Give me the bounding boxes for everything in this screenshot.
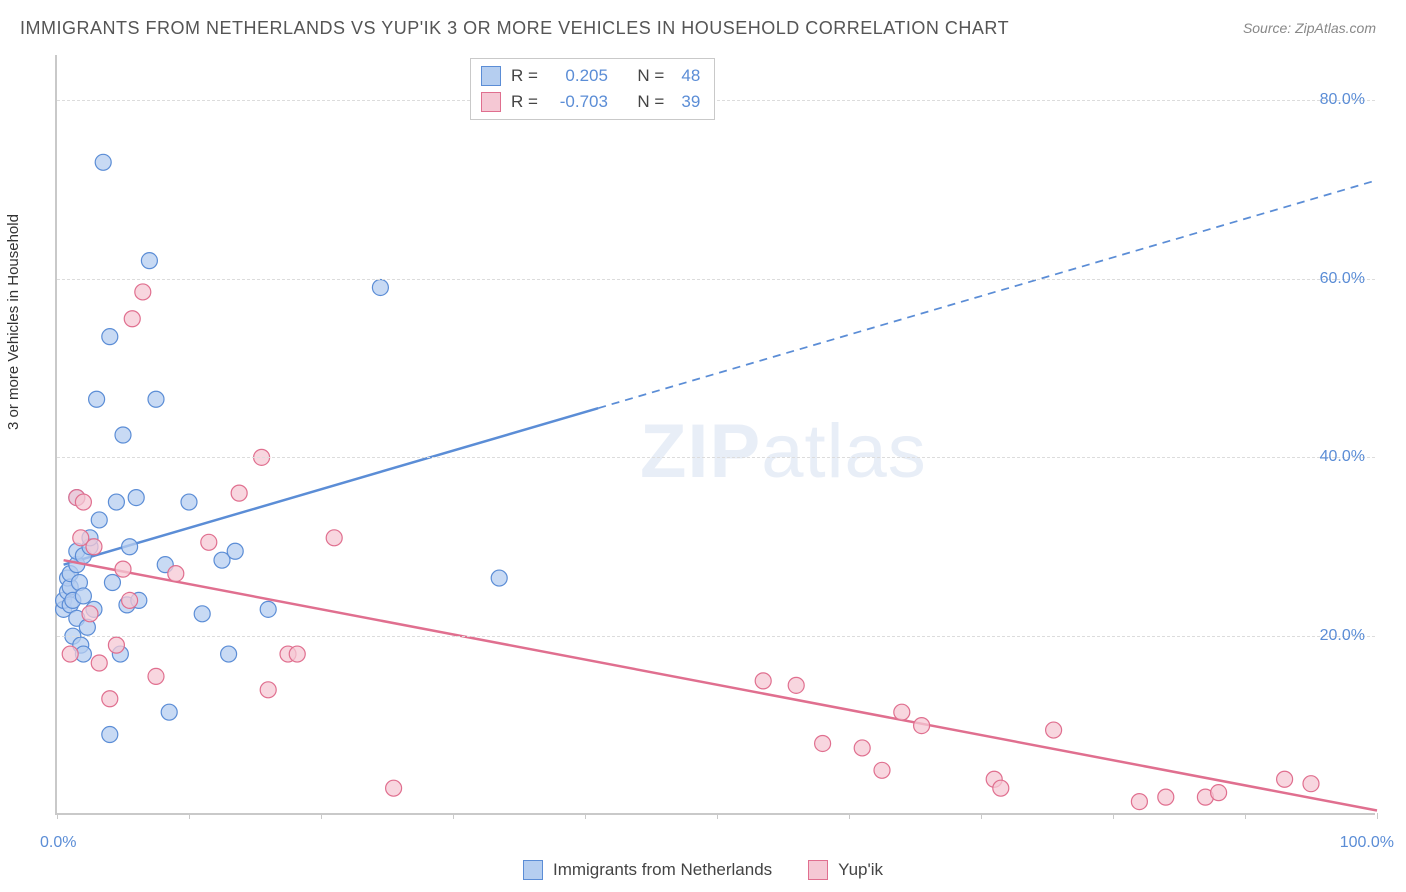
x-tick-mark — [717, 813, 718, 819]
legend-correlation-row: R = -0.703 N = 39 — [481, 89, 700, 115]
legend-series-label: Yup'ik — [838, 860, 883, 880]
gridline — [57, 100, 1375, 101]
n-label: N = — [637, 63, 664, 89]
x-tick-mark — [321, 813, 322, 819]
r-label: R = — [511, 63, 538, 89]
chart-svg — [57, 55, 1375, 813]
legend-swatch — [523, 860, 543, 880]
legend-series-label: Immigrants from Netherlands — [553, 860, 772, 880]
x-tick-mark — [453, 813, 454, 819]
legend-swatch — [808, 860, 828, 880]
n-label: N = — [637, 89, 664, 115]
x-tick-mark — [1377, 813, 1378, 819]
legend-series-item: Immigrants from Netherlands — [523, 860, 772, 880]
correlation-legend: R = 0.205 N = 48 R = -0.703 N = 39 — [470, 58, 715, 120]
n-value: 48 — [674, 63, 700, 89]
legend-series-item: Yup'ik — [808, 860, 883, 880]
r-value: -0.703 — [548, 89, 608, 115]
y-tick-label: 60.0% — [1320, 270, 1365, 288]
n-value: 39 — [674, 89, 700, 115]
chart-title: IMMIGRANTS FROM NETHERLANDS VS YUP'IK 3 … — [20, 18, 1009, 39]
x-tick-mark — [981, 813, 982, 819]
x-tick-mark — [585, 813, 586, 819]
legend-swatch — [481, 66, 501, 86]
x-tick-mark — [1113, 813, 1114, 819]
legend-correlation-row: R = 0.205 N = 48 — [481, 63, 700, 89]
y-tick-label: 80.0% — [1320, 91, 1365, 109]
legend-swatch — [481, 92, 501, 112]
y-axis-label: 3 or more Vehicles in Household — [5, 214, 22, 430]
y-tick-label: 20.0% — [1320, 627, 1365, 645]
x-tick-mark — [1245, 813, 1246, 819]
x-tick-mark — [849, 813, 850, 819]
series-legend: Immigrants from Netherlands Yup'ik — [0, 860, 1406, 880]
chart-plot-area: 20.0% 40.0% 60.0% 80.0% — [55, 55, 1375, 815]
gridline — [57, 636, 1375, 637]
r-label: R = — [511, 89, 538, 115]
x-tick-min: 0.0% — [40, 834, 76, 852]
x-tick-max: 100.0% — [1340, 834, 1394, 852]
x-tick-mark — [189, 813, 190, 819]
source-attribution: Source: ZipAtlas.com — [1243, 20, 1376, 36]
gridline — [57, 279, 1375, 280]
y-tick-label: 40.0% — [1320, 448, 1365, 466]
x-tick-mark — [57, 813, 58, 819]
gridline — [57, 457, 1375, 458]
r-value: 0.205 — [548, 63, 608, 89]
